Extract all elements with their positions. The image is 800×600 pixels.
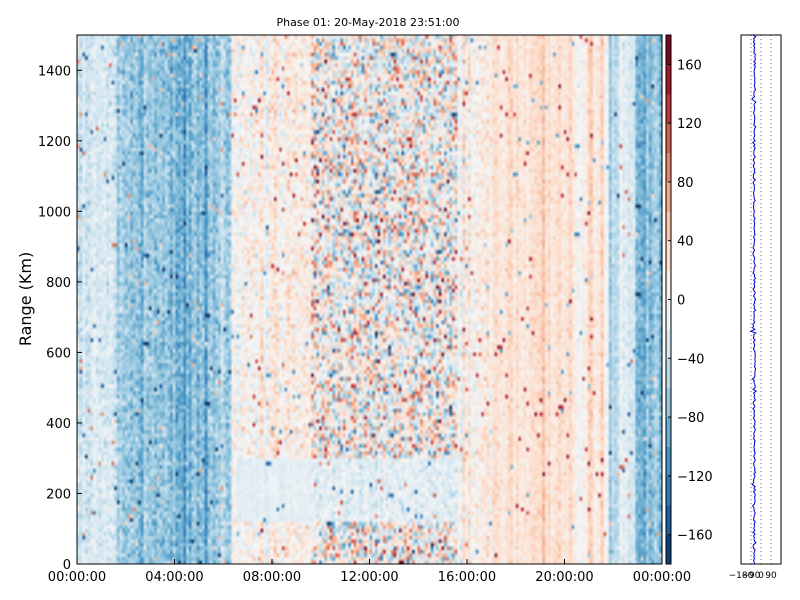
colorbar-tick-label: −120 (677, 470, 713, 485)
colorbar-segment (666, 270, 671, 300)
x-tick-label: 00:00:00 (633, 570, 691, 585)
colorbar-segment (666, 35, 671, 65)
colorbar-segment (666, 534, 671, 565)
chart-title: Phase 01: 20-May-2018 23:51:00 (277, 16, 460, 29)
colorbar (666, 35, 671, 565)
y-tick-label: 600 (46, 346, 71, 361)
colorbar-tick-label: 40 (677, 235, 694, 250)
colorbar-segment (666, 505, 671, 536)
heatmap-texture (77, 35, 662, 564)
y-tick-label: 200 (46, 487, 71, 502)
colorbar-segment (666, 211, 671, 242)
y-tick-label: 800 (46, 276, 71, 291)
colorbar-tick-label: −40 (677, 352, 704, 367)
x-tick-label: 08:00:00 (243, 570, 301, 585)
heatmap-cells (77, 35, 662, 564)
y-axis-label: Range (Km) (16, 252, 35, 346)
y-tick-label: 1000 (38, 205, 71, 220)
x-tick-label: 12:00:00 (340, 570, 398, 585)
colorbar-tick-label: 80 (677, 176, 694, 191)
colorbar-segment (666, 181, 671, 212)
profile-tick-label: −180 (729, 571, 754, 581)
colorbar-tick-label: −80 (677, 411, 704, 426)
x-tick-label: 16:00:00 (438, 570, 496, 585)
x-tick-label: 00:00:00 (48, 570, 106, 585)
x-tick-label: 20:00:00 (535, 570, 593, 585)
y-tick-label: 400 (46, 417, 71, 432)
x-axis: 00:00:00 04:00:00 08:00:00 12:00:00 16:00:00… (48, 559, 691, 585)
colorbar-segment (666, 475, 671, 506)
colorbar-tick-label: 120 (677, 117, 702, 132)
profile-tick-label: −90 (742, 571, 761, 581)
colorbar-segment (666, 93, 671, 124)
profile-tick-label: 0 (758, 571, 764, 581)
colorbar-ticks: −160 −120 −80 −40 0 40 80 120 160 (668, 58, 713, 544)
y-tick-label: 0 (63, 558, 71, 573)
colorbar-segment (666, 123, 671, 154)
y-tick-label: 1200 (38, 135, 71, 150)
colorbar-tick-label: 160 (677, 58, 702, 73)
colorbar-segment (666, 417, 671, 447)
y-axis: 0 200 400 600 800 1000 1200 1400 (38, 64, 82, 573)
colorbar-segment (666, 64, 671, 95)
colorbar-segment (666, 446, 671, 477)
y-tick-label: 1400 (38, 64, 71, 79)
profile-line (749, 34, 758, 565)
colorbar-segment (666, 387, 671, 418)
colorbar-segment (666, 152, 671, 183)
x-tick-label: 04:00:00 (145, 570, 203, 585)
profile-panel: −180−900 90 (729, 34, 777, 581)
colorbar-segment (666, 358, 671, 389)
colorbar-segment (666, 299, 671, 330)
colorbar-tick-label: 0 (677, 294, 685, 309)
colorbar-segment (666, 240, 671, 271)
profile-tick-label: 90 (765, 571, 777, 581)
colorbar-segment (666, 328, 671, 359)
colorbar-tick-label: −160 (677, 529, 713, 544)
